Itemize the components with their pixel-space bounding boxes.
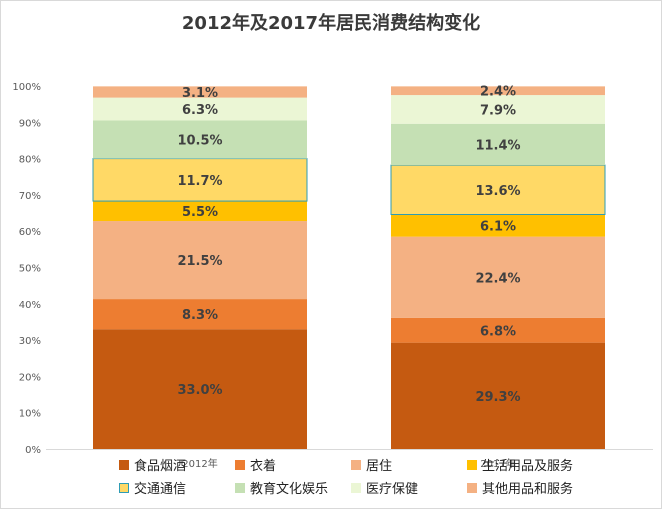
bar-segment	[391, 123, 605, 166]
bar-segment	[93, 201, 307, 222]
bar-segment	[93, 97, 307, 121]
legend-label: 医疗保健	[366, 482, 419, 497]
legend-label: 教育文化娱乐	[250, 482, 329, 497]
legend-item: 衣着	[235, 455, 351, 474]
y-tick-label: 60%	[19, 227, 41, 238]
legend-item: 交通通信	[119, 478, 235, 497]
data-label: 6.8%	[480, 324, 516, 339]
y-tick-label: 70%	[19, 191, 41, 202]
bar-segment	[93, 86, 307, 98]
bar-segment	[391, 214, 605, 237]
legend-item: 生活用品及服务	[467, 455, 627, 474]
bar-segment	[93, 120, 307, 159]
data-label: 8.3%	[182, 308, 218, 323]
data-label: 2.4%	[480, 85, 516, 100]
x-tick-label: 2017年	[480, 457, 515, 470]
y-tick-label: 40%	[19, 300, 41, 311]
data-label: 7.9%	[480, 103, 516, 118]
legend-item: 居住	[351, 455, 467, 474]
legend-swatch	[467, 459, 477, 470]
bar-segment	[93, 221, 307, 300]
legend-swatch	[351, 482, 361, 493]
legend-label: 衣着	[250, 459, 277, 474]
legend-swatch	[351, 459, 361, 470]
legend-item: 医疗保健	[351, 478, 467, 497]
bar-segment	[391, 317, 605, 343]
bar-segment	[391, 86, 605, 96]
legend-swatch	[467, 482, 477, 493]
y-tick-label: 10%	[19, 409, 41, 420]
x-tick-label: 2012年	[182, 457, 217, 470]
y-tick-label: 0%	[25, 445, 41, 456]
y-tick-label: 80%	[19, 155, 41, 166]
data-label: 11.7%	[177, 174, 222, 189]
legend-item: 其他用品和服务	[467, 478, 627, 497]
chart-legend: 食品烟酒 衣着 居住 生活用品及服务交通通信 教育文化娱乐 医疗保健 其他用品和服务	[119, 455, 639, 497]
legend-item: 教育文化娱乐	[235, 478, 351, 497]
legend-label: 食品烟酒	[134, 459, 187, 474]
y-tick-label: 30%	[19, 336, 41, 347]
chart-title: 2012年及2017年居民消费结构变化	[181, 13, 481, 34]
legend-label: 居住	[366, 459, 393, 474]
legend-swatch	[119, 482, 129, 493]
bar-segment	[391, 236, 605, 318]
legend-swatch	[235, 459, 245, 470]
y-tick-label: 90%	[19, 118, 41, 129]
legend-swatch	[235, 482, 245, 493]
legend-item: 食品烟酒	[119, 455, 235, 474]
y-tick-label: 50%	[19, 264, 41, 275]
data-label: 11.4%	[475, 138, 520, 153]
bar-segment	[92, 158, 308, 202]
legend-label: 生活用品及服务	[482, 459, 574, 474]
data-label: 21.5%	[177, 254, 222, 269]
data-label: 6.1%	[480, 220, 516, 235]
y-tick-label: 20%	[19, 372, 41, 383]
data-label: 10.5%	[177, 134, 222, 149]
data-label: 22.4%	[475, 271, 520, 286]
bar-segment	[93, 299, 307, 330]
bar-segment	[93, 329, 307, 449]
legend-label: 交通通信	[134, 482, 187, 497]
data-label: 6.3%	[182, 103, 218, 118]
bar-segment	[391, 342, 605, 449]
data-label: 33.0%	[177, 383, 222, 398]
data-label: 13.6%	[475, 184, 520, 199]
data-label: 29.3%	[475, 390, 520, 405]
bar-segment	[391, 95, 605, 124]
legend-label: 其他用品和服务	[482, 482, 574, 497]
y-tick-label: 100%	[12, 82, 41, 93]
data-label: 5.5%	[182, 205, 218, 220]
legend-swatch	[119, 459, 129, 470]
data-label: 3.1%	[182, 86, 218, 101]
